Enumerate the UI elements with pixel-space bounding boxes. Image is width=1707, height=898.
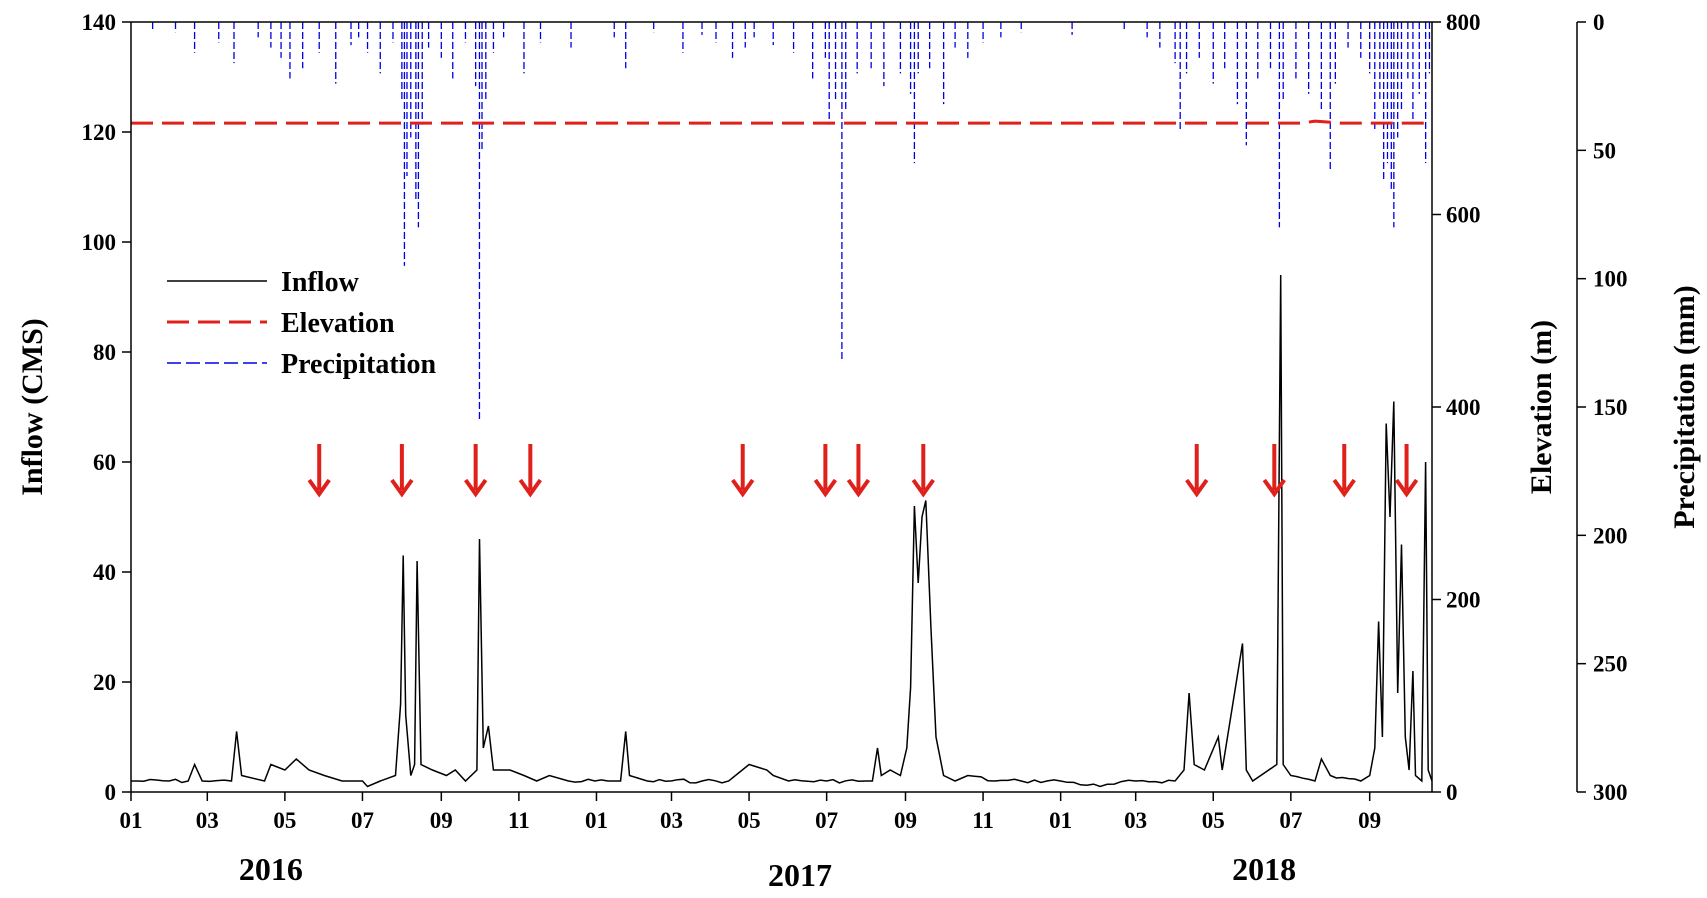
elevation-tick-label: 800 [1446, 10, 1481, 35]
precipitation-tick-label: 0 [1593, 10, 1605, 35]
arrow-head [1185, 478, 1209, 498]
inflow-tick-label: 20 [93, 670, 116, 695]
elevation-line [131, 119, 1432, 125]
month-tick-label: 05 [273, 808, 296, 833]
month-tick-label: 09 [894, 808, 917, 833]
event-arrow [846, 444, 871, 498]
precipitation-tick-label: 250 [1593, 652, 1628, 677]
event-arrow [1332, 444, 1356, 498]
arrow-head [464, 478, 488, 498]
inflow-line [131, 274, 1433, 788]
elevation-tick-label: 200 [1446, 588, 1481, 613]
elevation-axis-title: Elevation (m) [1525, 320, 1558, 494]
month-tick-label: 09 [430, 808, 453, 833]
event-arrow [911, 444, 935, 498]
legend: Inflow Elevation Precipitation [167, 267, 436, 380]
precipitation-series [151, 22, 1431, 420]
precipitation-tick-label: 50 [1593, 138, 1616, 163]
event-arrow [390, 444, 414, 498]
legend-label-precipitation: Precipitation [281, 349, 436, 380]
month-tick-label: 11 [972, 808, 994, 833]
elevation-tick-label: 400 [1446, 395, 1481, 420]
precipitation-tick-label: 100 [1593, 267, 1628, 292]
elevation-tick-label: 600 [1446, 203, 1481, 228]
event-arrow [1262, 444, 1286, 498]
event-arrow [1394, 444, 1419, 498]
arrow-head [731, 478, 755, 498]
arrow-head [390, 478, 414, 498]
precipitation-tick-label: 200 [1593, 523, 1628, 548]
month-tick-label: 01 [585, 808, 608, 833]
precipitation-axis-title: Precipitation (mm) [1668, 285, 1701, 529]
legend-label-elevation: Elevation [281, 308, 395, 339]
plot-area [131, 22, 1433, 788]
event-arrow [1185, 444, 1209, 498]
inflow-tick-label: 40 [93, 560, 116, 585]
event-arrow [518, 444, 542, 498]
month-tick-label: 07 [815, 808, 838, 833]
year-label: 2017 [768, 857, 832, 893]
precipitation-tick-label: 300 [1593, 780, 1628, 805]
year-label: 2016 [239, 851, 303, 887]
month-tick-label: 07 [1279, 808, 1302, 833]
month-tick-label: 09 [1358, 808, 1381, 833]
month-tick-label: 05 [1202, 808, 1225, 833]
month-tick-label: 03 [660, 808, 683, 833]
month-tick-label: 11 [508, 808, 530, 833]
inflow-tick-label: 120 [82, 120, 117, 145]
event-arrow [307, 444, 331, 498]
arrow-head [518, 478, 542, 498]
arrow-head [307, 478, 331, 498]
event-arrow [731, 444, 755, 498]
year-label: 2018 [1232, 851, 1296, 887]
arrow-head [1332, 478, 1356, 498]
event-arrow [464, 444, 488, 498]
month-tick-label: 01 [1049, 808, 1072, 833]
arrow-head [1262, 478, 1286, 498]
arrow-head [911, 478, 935, 498]
inflow-tick-label: 0 [105, 780, 117, 805]
arrow-head [846, 478, 871, 498]
inflow-tick-label: 80 [93, 340, 116, 365]
inflow-axis-title: Inflow (CMS) [16, 318, 49, 496]
inflow-tick-label: 100 [82, 230, 117, 255]
arrow-head [1394, 478, 1419, 498]
precipitation-tick-label: 150 [1593, 395, 1628, 420]
month-tick-label: 03 [1124, 808, 1147, 833]
month-tick-label: 01 [120, 808, 143, 833]
month-tick-label: 03 [196, 808, 219, 833]
month-tick-label: 07 [351, 808, 374, 833]
legend-label-inflow: Inflow [281, 267, 360, 298]
inflow-tick-label: 60 [93, 450, 116, 475]
event-arrow [813, 444, 838, 498]
elevation-tick-label: 0 [1446, 780, 1458, 805]
month-tick-label: 05 [738, 808, 761, 833]
arrow-head [813, 478, 838, 498]
inflow-tick-label: 140 [82, 10, 117, 35]
